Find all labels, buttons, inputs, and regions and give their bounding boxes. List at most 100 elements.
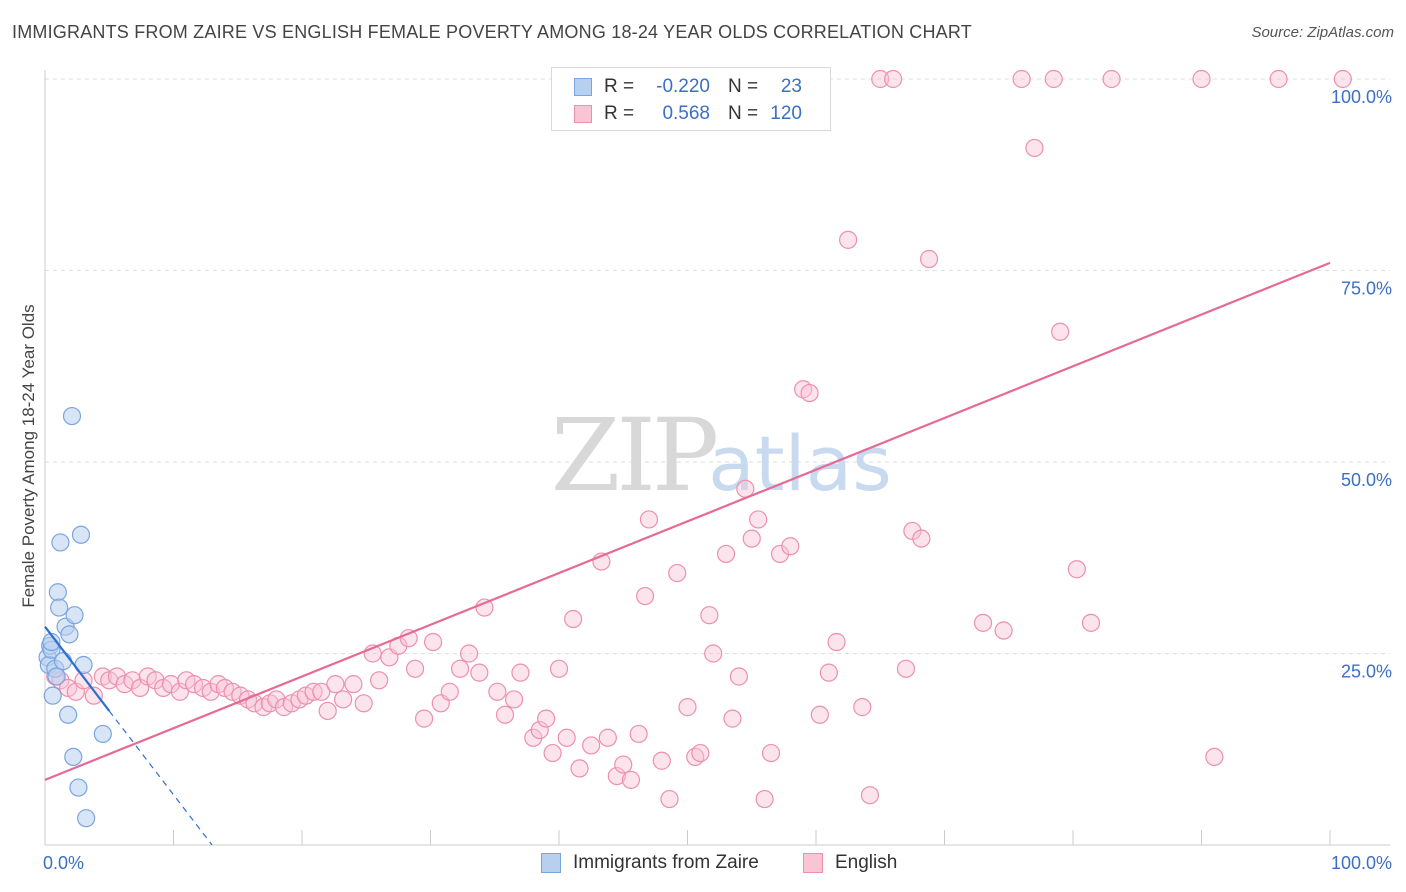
legend-row-zaire: R = -0.220 N = 23 [574, 75, 802, 99]
english-point [781, 537, 800, 556]
english-point [450, 659, 470, 678]
english-point [405, 659, 425, 678]
english-point [607, 766, 626, 786]
english-point [819, 663, 838, 682]
english-point [827, 632, 846, 652]
english-point [994, 621, 1013, 640]
english-point [354, 694, 373, 713]
zaire-point [48, 583, 67, 602]
english-point [755, 789, 774, 809]
english-legend-label: English [835, 852, 898, 873]
watermark-zip: ZIP [551, 397, 716, 514]
english-point [440, 682, 459, 701]
english-point [912, 529, 931, 548]
n-label: N = [728, 76, 759, 97]
english-point [511, 663, 530, 682]
english-point [495, 705, 515, 724]
english-point [723, 709, 742, 728]
english-point [1025, 138, 1044, 158]
english-point [504, 690, 524, 709]
x-tick-label-max: 100.0% [1331, 853, 1392, 873]
english-point [557, 728, 576, 747]
zaire-point [47, 667, 66, 686]
english-point [201, 682, 220, 701]
legend-item-english[interactable]: English [803, 852, 897, 874]
english-r-value: 0.568 [662, 103, 710, 124]
zaire-swatch [574, 78, 592, 96]
stats-legend: R = -0.220 N = 23 R = 0.568 N = 120 [551, 67, 831, 131]
english-legend-swatch [803, 853, 823, 873]
english-point [853, 698, 872, 717]
english-point [871, 69, 890, 89]
english-point [860, 786, 880, 805]
english-point [652, 751, 671, 770]
english-point [1012, 69, 1031, 89]
english-point [716, 544, 736, 564]
source-label: Source: ZipAtlas.com [1251, 24, 1394, 41]
english-point [123, 671, 142, 690]
english-point [1067, 560, 1086, 579]
zaire-point [43, 686, 62, 705]
english-point [470, 663, 489, 682]
zaire-point [59, 705, 78, 724]
english-point [810, 705, 829, 724]
zaire-point [62, 406, 82, 426]
english-point [414, 709, 434, 728]
y-axis-label: Female Poverty Among 18-24 Year Olds [19, 304, 38, 607]
x-tick-label-min: 0.0% [43, 853, 84, 873]
english-point [598, 728, 617, 747]
english-point [549, 659, 569, 678]
y-tick-label: 50.0% [1341, 470, 1392, 490]
english-point [267, 690, 286, 709]
english-point [570, 759, 589, 778]
english-point [749, 510, 768, 529]
english-point [896, 659, 916, 678]
zaire-r-value: -0.220 [656, 76, 710, 97]
english-point [635, 586, 655, 606]
english-point [691, 743, 710, 763]
english-point [761, 743, 781, 763]
zaire-point [50, 598, 69, 617]
n-label: N = [728, 103, 759, 124]
english-point [704, 644, 723, 663]
english-point [530, 720, 549, 740]
trend-lines [44, 261, 1331, 846]
english-point [326, 675, 345, 694]
zaire-point [65, 606, 84, 625]
english-point [304, 682, 323, 701]
english-trend-line [44, 261, 1331, 781]
zaire-point [93, 724, 112, 744]
english-point [344, 675, 363, 694]
legend-item-zaire[interactable]: Immigrants from Zaire [541, 852, 759, 874]
english-points [46, 69, 1352, 809]
english-point [537, 709, 556, 728]
english-point [668, 563, 687, 583]
zaire-point [77, 809, 96, 828]
english-point [919, 249, 939, 269]
english-point [184, 675, 204, 694]
english-point [334, 690, 353, 709]
zaire-trend-line [44, 626, 111, 712]
english-point [1192, 69, 1211, 89]
english-point [614, 755, 633, 774]
watermark-atlas: atlas [708, 419, 892, 508]
series-legend: Immigrants from Zaire English [0, 852, 1406, 878]
zaire-points [38, 406, 112, 828]
english-point [1081, 613, 1101, 632]
english-point [660, 789, 679, 809]
english-point [629, 724, 648, 744]
zaire-point [60, 625, 79, 644]
r-label: R = [604, 76, 635, 97]
english-point [312, 682, 331, 701]
english-point [729, 667, 749, 686]
english-point [839, 230, 858, 249]
zaire-point [71, 525, 91, 544]
english-point [800, 383, 819, 403]
english-point [543, 743, 562, 763]
zaire-point [69, 778, 88, 797]
english-point [1205, 747, 1224, 767]
zaire-legend-label: Immigrants from Zaire [573, 852, 759, 873]
legend-row-english: R = 0.568 N = 120 [574, 102, 802, 126]
tick-labels: 25.0% 50.0% 75.0% 100.0% 0.0% 100.0% [43, 87, 1392, 873]
english-point [1102, 69, 1121, 89]
